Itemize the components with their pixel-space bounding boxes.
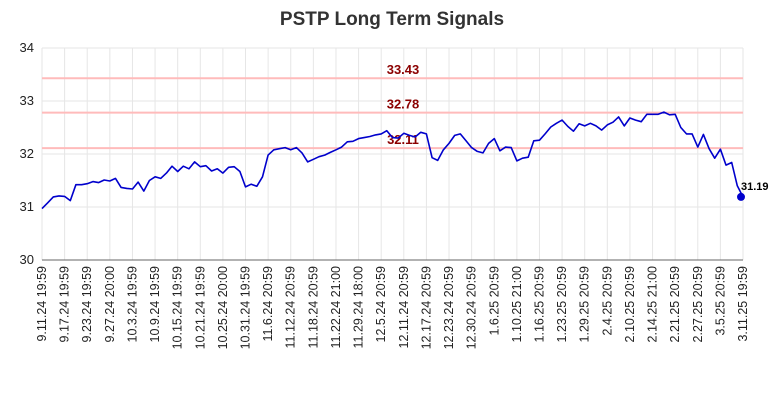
y-tick-label: 32 xyxy=(20,146,34,161)
x-tick-label: 12.11.24 20:59 xyxy=(397,266,411,349)
y-tick-label: 30 xyxy=(20,252,34,267)
x-tick-label: 12.23.24 20:59 xyxy=(442,266,456,349)
price-series xyxy=(41,111,744,210)
x-tick-label: 2.14.25 21:00 xyxy=(646,266,660,343)
last-point-dot xyxy=(737,192,745,201)
x-tick-label: 1.29.25 20:59 xyxy=(578,266,592,343)
x-tick-label: 11.22.24 21:00 xyxy=(329,266,343,349)
x-tick-label: 9.11.24 19:59 xyxy=(35,266,49,342)
x-tick-label: 2.4.25 20:59 xyxy=(600,266,614,336)
x-tick-label: 10.21.24 19:59 xyxy=(193,266,207,349)
price-line xyxy=(41,111,744,210)
signal-level-label: 33.43 xyxy=(387,62,420,77)
x-tick-label: 2.27.25 20:59 xyxy=(691,266,705,343)
y-tick-label: 34 xyxy=(20,40,34,55)
x-tick-label: 1.10.25 21:00 xyxy=(510,266,524,343)
x-tick-label: 11.6.24 20:59 xyxy=(261,266,275,342)
x-tick-label: 9.17.24 19:59 xyxy=(58,266,72,343)
x-tick-label: 11.12.24 20:59 xyxy=(284,266,298,349)
chart-grid xyxy=(41,47,744,261)
x-tick-label: 9.23.24 19:59 xyxy=(80,266,94,343)
last-point-marker: 31.19 xyxy=(737,181,769,201)
x-tick-label: 1.16.25 20:59 xyxy=(532,266,546,343)
x-axis: 9.11.24 19:59 9.17.24 19:59 9.23.24 19:59 9… xyxy=(35,266,750,349)
x-tick-label: 10.31.24 19:59 xyxy=(239,266,253,349)
x-tick-label: 11.29.24 18:00 xyxy=(352,266,366,349)
signal-level-label: 32.78 xyxy=(387,97,420,112)
y-axis: 30 31 32 33 34 xyxy=(20,40,34,267)
chart-title: PSTP Long Term Signals xyxy=(280,9,504,30)
x-tick-label: 12.30.24 20:59 xyxy=(465,266,479,349)
x-tick-label: 2.10.25 20:59 xyxy=(623,266,637,343)
x-tick-label: 1.6.25 20:59 xyxy=(487,266,501,336)
x-tick-label: 10.3.24 19:59 xyxy=(125,266,139,343)
x-tick-label: 11.18.24 20:59 xyxy=(306,266,320,349)
x-tick-label: 10.25.24 20:00 xyxy=(216,266,230,349)
x-tick-label: 3.11.25 19:59 xyxy=(736,266,750,342)
x-tick-label: 12.5.24 20:59 xyxy=(374,266,388,343)
x-tick-label: 9.27.24 20:00 xyxy=(103,266,117,343)
x-tick-label: 10.15.24 19:59 xyxy=(171,266,185,349)
x-tick-label: 12.17.24 20:59 xyxy=(419,266,433,349)
y-tick-label: 33 xyxy=(20,93,34,108)
x-tick-label: 1.23.25 20:59 xyxy=(555,266,569,343)
x-tick-label: 2.21.25 20:59 xyxy=(668,266,682,343)
y-tick-label: 31 xyxy=(20,199,34,214)
x-tick-label: 3.5.25 20:59 xyxy=(713,266,727,336)
last-point-label: 31.19 xyxy=(741,181,769,193)
x-tick-label: 10.9.24 19:59 xyxy=(148,266,162,343)
